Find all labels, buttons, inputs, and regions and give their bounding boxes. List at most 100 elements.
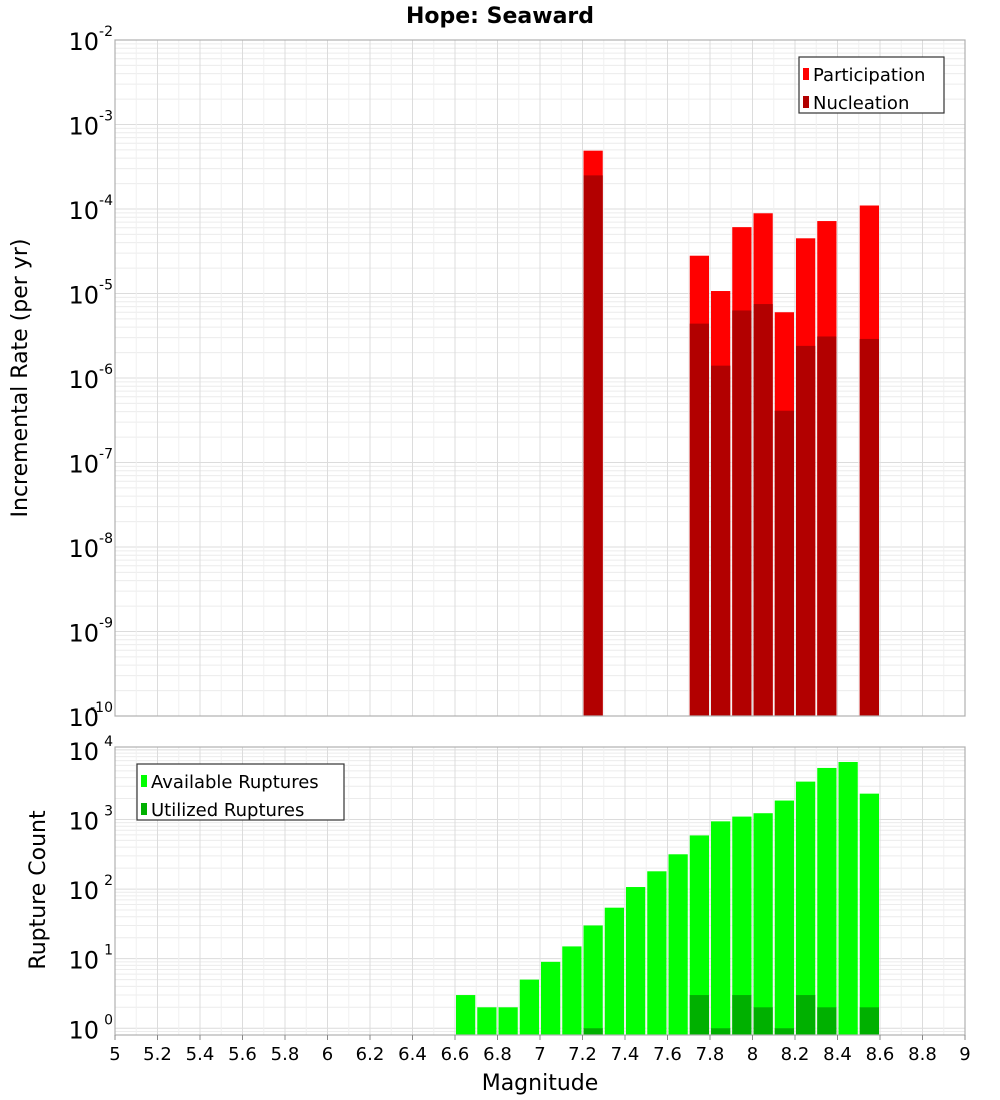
x-tick-label: 7.6 — [653, 1044, 682, 1065]
top-bar-nucleation — [817, 336, 837, 716]
bottom-bar-available-ruptures — [583, 925, 603, 1035]
y-tick-base: 10 — [68, 451, 99, 479]
y-tick-base: 10 — [68, 807, 99, 835]
top-y-tick-label: 10-3 — [68, 109, 113, 141]
y-tick-base: 10 — [68, 877, 99, 905]
y-tick-exponent: 3 — [104, 803, 113, 819]
top-bar-nucleation — [583, 175, 603, 716]
bottom-bar-available-ruptures — [519, 979, 539, 1035]
x-tick-label: 5 — [109, 1044, 120, 1065]
y-tick-exponent: -2 — [99, 24, 113, 40]
x-tick-label: 5.8 — [271, 1044, 300, 1065]
bottom-bar-available-ruptures — [711, 821, 731, 1035]
chart-title: Hope: Seaward — [406, 4, 594, 29]
top-y-tick-label: 10-8 — [68, 531, 113, 563]
bottom-bar-utilized-ruptures — [583, 1028, 603, 1035]
y-tick-exponent: 2 — [104, 873, 113, 889]
y-tick-exponent: -8 — [99, 531, 113, 547]
top-plot-border — [114, 39, 966, 717]
top-y-tick-label: 10-7 — [68, 447, 113, 479]
x-tick-label: 6.8 — [483, 1044, 512, 1065]
bottom-bar-available-ruptures — [668, 854, 688, 1035]
y-tick-exponent: -6 — [99, 362, 113, 378]
bottom-bar-available-ruptures — [859, 793, 879, 1035]
top-y-tick-label: 10-10 — [68, 700, 113, 732]
bottom-bar-available-ruptures — [817, 767, 837, 1035]
bottom-bar-available-ruptures — [689, 835, 709, 1035]
bottom-y-tick-label: 10 1 — [68, 943, 113, 975]
x-tick-label: 5.6 — [228, 1044, 257, 1065]
x-tick-label: 6 — [322, 1044, 333, 1065]
x-axis-label: Magnitude — [482, 1071, 599, 1096]
top-legend-label: Participation — [813, 65, 925, 86]
y-tick-exponent: -10 — [90, 700, 113, 716]
bottom-bar-available-ruptures — [753, 813, 773, 1035]
top-y-axis-label: Incremental Rate (per yr) — [8, 239, 33, 518]
bottom-bar-available-ruptures — [796, 781, 816, 1035]
bottom-y-tick-label: 10 0 — [68, 1012, 113, 1044]
y-tick-exponent: 0 — [104, 1012, 113, 1028]
bottom-bar-utilized-ruptures — [859, 1007, 879, 1035]
y-tick-exponent: -5 — [99, 278, 113, 294]
top-legend — [798, 56, 945, 114]
x-tick-label: 8 — [747, 1044, 758, 1065]
bottom-bar-utilized-ruptures — [796, 995, 816, 1035]
x-tick-label: 7.4 — [611, 1044, 640, 1065]
bottom-bar-utilized-ruptures — [689, 995, 709, 1035]
y-tick-exponent: -4 — [99, 193, 113, 209]
x-tick-label: 6.6 — [441, 1044, 470, 1065]
bottom-legend — [136, 763, 345, 821]
y-tick-base: 10 — [68, 28, 99, 56]
bottom-legend-swatch — [141, 803, 147, 815]
bottom-y-tick-label: 10 2 — [68, 873, 113, 905]
y-tick-base: 10 — [68, 1016, 99, 1044]
bottom-bar-available-ruptures — [774, 800, 794, 1035]
bottom-bar-available-ruptures — [838, 761, 858, 1035]
top-bar-nucleation — [859, 338, 879, 716]
bottom-bar-utilized-ruptures — [732, 995, 752, 1035]
top-bar-nucleation — [774, 410, 794, 716]
top-bar-nucleation — [689, 323, 709, 716]
top-bar-nucleation — [753, 304, 773, 716]
y-tick-base: 10 — [68, 113, 99, 141]
x-tick-label: 7.8 — [696, 1044, 725, 1065]
bottom-bar-utilized-ruptures — [774, 1028, 794, 1035]
x-tick-label: 8.8 — [908, 1044, 937, 1065]
y-tick-base: 10 — [68, 704, 99, 732]
x-tick-label: 8.6 — [866, 1044, 895, 1065]
bottom-bar-utilized-ruptures — [711, 1028, 731, 1035]
top-bar-nucleation — [732, 310, 752, 716]
top-bar-nucleation — [711, 365, 731, 716]
y-tick-base: 10 — [68, 535, 99, 563]
bottom-y-axis-label: Rupture Count — [26, 810, 51, 970]
x-tick-label: 7 — [534, 1044, 545, 1065]
bottom-y-tick-label: 10 4 — [68, 734, 113, 766]
top-y-tick-label: 10-2 — [68, 24, 113, 56]
bottom-bar-utilized-ruptures — [817, 1007, 837, 1035]
bottom-bar-available-ruptures — [477, 1007, 497, 1035]
y-tick-base: 10 — [68, 947, 99, 975]
top-bar-nucleation — [796, 345, 816, 716]
x-tick-label: 5.4 — [186, 1044, 215, 1065]
bottom-bar-available-ruptures — [604, 907, 624, 1035]
top-y-tick-label: 10-4 — [68, 193, 113, 225]
top-y-tick-label: 10-5 — [68, 278, 113, 310]
top-y-tick-label: 10-9 — [68, 616, 113, 648]
y-tick-exponent: -9 — [99, 616, 113, 632]
x-tick-label: 8.4 — [823, 1044, 852, 1065]
bottom-bar-available-ruptures — [647, 871, 667, 1035]
bottom-bar-available-ruptures — [562, 946, 582, 1035]
bottom-y-tick-label: 10 3 — [68, 803, 113, 835]
bottom-bar-available-ruptures — [456, 995, 476, 1035]
bottom-bar-available-ruptures — [498, 1007, 518, 1035]
x-tick-label: 8.2 — [781, 1044, 810, 1065]
top-legend-label: Nucleation — [813, 93, 909, 114]
x-tick-label: 5.2 — [143, 1044, 172, 1065]
bottom-legend-label: Utilized Ruptures — [151, 800, 304, 821]
y-tick-exponent: 1 — [104, 943, 113, 959]
y-tick-exponent: 4 — [104, 734, 113, 750]
y-tick-base: 10 — [68, 197, 99, 225]
x-tick-label: 7.2 — [568, 1044, 597, 1065]
x-tick-label: 6.4 — [398, 1044, 427, 1065]
